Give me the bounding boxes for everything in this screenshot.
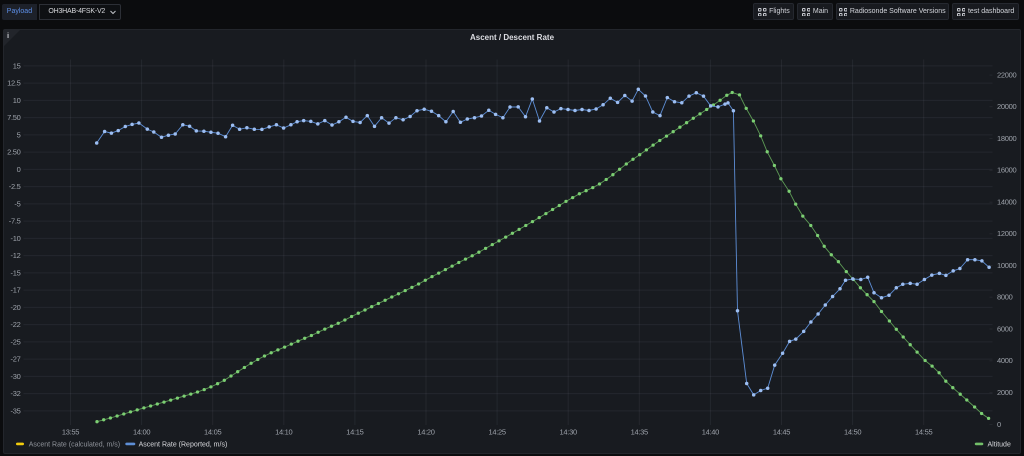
svg-text:-22: -22 (11, 320, 21, 329)
svg-text:14:10: 14:10 (275, 428, 292, 437)
svg-text:20000: 20000 (997, 102, 1016, 111)
svg-text:4000: 4000 (997, 356, 1013, 365)
svg-text:14:20: 14:20 (417, 428, 434, 437)
svg-text:-35: -35 (11, 406, 21, 415)
svg-text:5: 5 (17, 130, 21, 139)
svg-text:14:50: 14:50 (844, 428, 861, 437)
svg-text:-20: -20 (11, 303, 21, 312)
svg-text:22000: 22000 (997, 71, 1016, 80)
svg-text:13:55: 13:55 (62, 428, 79, 437)
svg-text:-17: -17 (11, 286, 21, 295)
svg-text:18000: 18000 (997, 134, 1016, 143)
svg-text:Altitude: Altitude (988, 442, 1011, 449)
svg-text:14:05: 14:05 (204, 428, 221, 437)
svg-text:-30: -30 (11, 372, 21, 381)
svg-text:-12: -12 (11, 251, 21, 260)
svg-text:15: 15 (13, 61, 21, 70)
svg-text:10: 10 (13, 96, 21, 105)
svg-text:14:35: 14:35 (631, 428, 648, 437)
svg-text:-10: -10 (11, 234, 21, 243)
svg-text:2.50: 2.50 (7, 148, 21, 157)
svg-text:14:30: 14:30 (560, 428, 577, 437)
svg-text:2000: 2000 (997, 388, 1013, 397)
svg-text:Ascent / Descent Rate: Ascent / Descent Rate (470, 33, 555, 42)
svg-text:14:55: 14:55 (915, 428, 932, 437)
svg-text:-27: -27 (11, 355, 21, 364)
svg-text:7.50: 7.50 (7, 113, 21, 122)
svg-text:-2.5: -2.5 (9, 182, 21, 191)
svg-text:0: 0 (997, 420, 1001, 429)
svg-text:-15: -15 (11, 268, 21, 277)
svg-text:-25: -25 (11, 337, 21, 346)
svg-text:10000: 10000 (997, 261, 1016, 270)
svg-text:12000: 12000 (997, 229, 1016, 238)
svg-text:Ascent Rate (Reported, m/s): Ascent Rate (Reported, m/s) (139, 442, 228, 449)
svg-text:6000: 6000 (997, 324, 1013, 333)
svg-text:14:25: 14:25 (488, 428, 505, 437)
svg-text:14:45: 14:45 (773, 428, 790, 437)
svg-text:14:00: 14:00 (133, 428, 150, 437)
svg-text:14:40: 14:40 (702, 428, 719, 437)
svg-text:8000: 8000 (997, 293, 1013, 302)
svg-text:-5: -5 (14, 199, 20, 208)
svg-text:Ascent Rate (calculated, m/s): Ascent Rate (calculated, m/s) (29, 442, 120, 449)
svg-text:12.5: 12.5 (7, 79, 21, 88)
svg-text:-32: -32 (11, 389, 21, 398)
svg-text:-7.5: -7.5 (9, 217, 21, 226)
svg-text:16000: 16000 (997, 166, 1016, 175)
svg-text:14:15: 14:15 (346, 428, 363, 437)
svg-text:14000: 14000 (997, 198, 1016, 207)
svg-text:0: 0 (17, 165, 21, 174)
